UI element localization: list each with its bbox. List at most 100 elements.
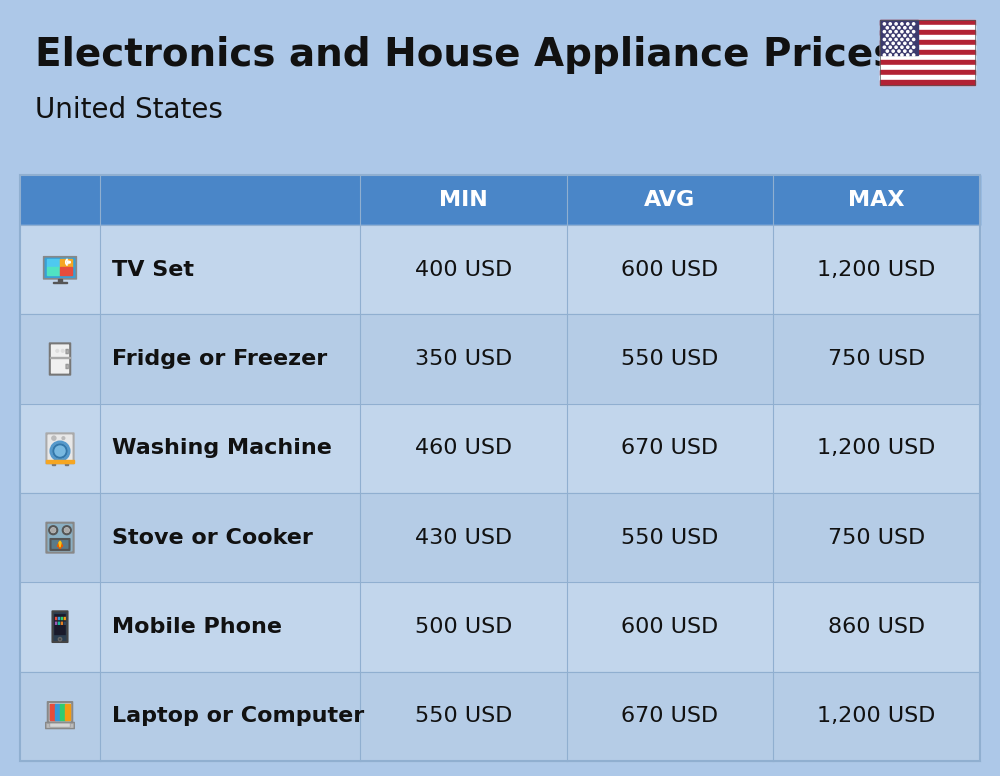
Circle shape bbox=[912, 54, 915, 56]
Text: 1,200 USD: 1,200 USD bbox=[817, 260, 936, 279]
Bar bbox=[880, 60, 975, 65]
Circle shape bbox=[895, 46, 897, 48]
FancyBboxPatch shape bbox=[50, 704, 70, 720]
Circle shape bbox=[889, 30, 891, 33]
Circle shape bbox=[898, 42, 900, 44]
FancyBboxPatch shape bbox=[54, 614, 66, 636]
Circle shape bbox=[904, 26, 906, 29]
Circle shape bbox=[883, 46, 886, 48]
Bar bbox=[65, 463, 68, 466]
Bar bbox=[880, 25, 975, 30]
Circle shape bbox=[901, 30, 903, 33]
Circle shape bbox=[883, 30, 886, 33]
Circle shape bbox=[883, 54, 886, 56]
Circle shape bbox=[904, 42, 906, 44]
Circle shape bbox=[895, 30, 897, 33]
FancyBboxPatch shape bbox=[58, 617, 60, 620]
Bar bbox=[880, 50, 975, 55]
FancyBboxPatch shape bbox=[44, 257, 76, 279]
FancyBboxPatch shape bbox=[50, 723, 70, 727]
Circle shape bbox=[898, 26, 900, 29]
Circle shape bbox=[901, 23, 903, 25]
Text: TV Set: TV Set bbox=[112, 260, 194, 279]
Circle shape bbox=[883, 23, 886, 25]
Bar bbox=[20, 582, 980, 672]
Text: 600 USD: 600 USD bbox=[621, 260, 719, 279]
Circle shape bbox=[910, 34, 912, 36]
Bar bbox=[20, 314, 980, 404]
Bar bbox=[880, 75, 975, 80]
Circle shape bbox=[892, 42, 894, 44]
FancyBboxPatch shape bbox=[46, 433, 74, 463]
Bar bbox=[47, 259, 59, 267]
Bar bbox=[880, 80, 975, 85]
FancyBboxPatch shape bbox=[50, 539, 70, 550]
Circle shape bbox=[912, 23, 915, 25]
Circle shape bbox=[912, 30, 915, 33]
FancyBboxPatch shape bbox=[46, 722, 74, 729]
Text: MIN: MIN bbox=[439, 190, 488, 210]
FancyBboxPatch shape bbox=[64, 622, 66, 625]
Circle shape bbox=[892, 34, 894, 36]
Text: 350 USD: 350 USD bbox=[415, 349, 512, 369]
Text: 1,200 USD: 1,200 USD bbox=[817, 706, 936, 726]
FancyBboxPatch shape bbox=[55, 617, 57, 620]
Circle shape bbox=[895, 23, 897, 25]
Bar bbox=[47, 267, 59, 275]
Bar bbox=[50, 704, 55, 720]
Circle shape bbox=[910, 42, 912, 44]
Bar bbox=[60, 259, 72, 267]
Circle shape bbox=[892, 26, 894, 29]
Circle shape bbox=[907, 30, 909, 33]
Circle shape bbox=[901, 54, 903, 56]
Circle shape bbox=[65, 528, 69, 532]
Circle shape bbox=[889, 23, 891, 25]
Bar bbox=[58, 279, 62, 282]
Circle shape bbox=[63, 526, 71, 534]
Circle shape bbox=[910, 50, 912, 52]
Bar bbox=[20, 493, 980, 582]
Bar bbox=[55, 704, 60, 720]
Text: 750 USD: 750 USD bbox=[828, 528, 925, 548]
Text: Electronics and House Appliance Prices: Electronics and House Appliance Prices bbox=[35, 36, 896, 74]
Bar bbox=[65, 704, 70, 720]
Bar bbox=[60, 704, 65, 720]
Circle shape bbox=[907, 38, 909, 40]
Circle shape bbox=[895, 38, 897, 40]
Bar bbox=[880, 55, 975, 60]
Circle shape bbox=[52, 436, 56, 440]
Bar bbox=[880, 65, 975, 70]
Text: 430 USD: 430 USD bbox=[415, 528, 512, 548]
FancyBboxPatch shape bbox=[46, 523, 74, 553]
Circle shape bbox=[886, 34, 888, 36]
Bar bbox=[880, 20, 975, 25]
Bar bbox=[20, 672, 980, 761]
Circle shape bbox=[907, 23, 909, 25]
Circle shape bbox=[904, 34, 906, 36]
Circle shape bbox=[889, 46, 891, 48]
Circle shape bbox=[49, 526, 57, 534]
Text: 600 USD: 600 USD bbox=[621, 617, 719, 637]
Text: 670 USD: 670 USD bbox=[621, 438, 719, 459]
Circle shape bbox=[901, 38, 903, 40]
Circle shape bbox=[904, 50, 906, 52]
Circle shape bbox=[51, 528, 55, 532]
Circle shape bbox=[901, 46, 903, 48]
Bar bbox=[20, 225, 980, 314]
Circle shape bbox=[910, 26, 912, 29]
Polygon shape bbox=[59, 541, 61, 547]
Circle shape bbox=[69, 262, 70, 263]
Bar bbox=[20, 175, 980, 225]
Circle shape bbox=[895, 54, 897, 56]
Circle shape bbox=[907, 46, 909, 48]
Text: 400 USD: 400 USD bbox=[415, 260, 512, 279]
Bar bbox=[46, 460, 74, 463]
Bar bbox=[60, 267, 72, 275]
Text: Laptop or Computer: Laptop or Computer bbox=[112, 706, 364, 726]
Bar bbox=[20, 175, 980, 761]
FancyBboxPatch shape bbox=[55, 622, 57, 625]
Circle shape bbox=[889, 54, 891, 56]
Text: 550 USD: 550 USD bbox=[621, 349, 719, 369]
Bar bbox=[53, 282, 67, 283]
FancyBboxPatch shape bbox=[50, 343, 70, 375]
